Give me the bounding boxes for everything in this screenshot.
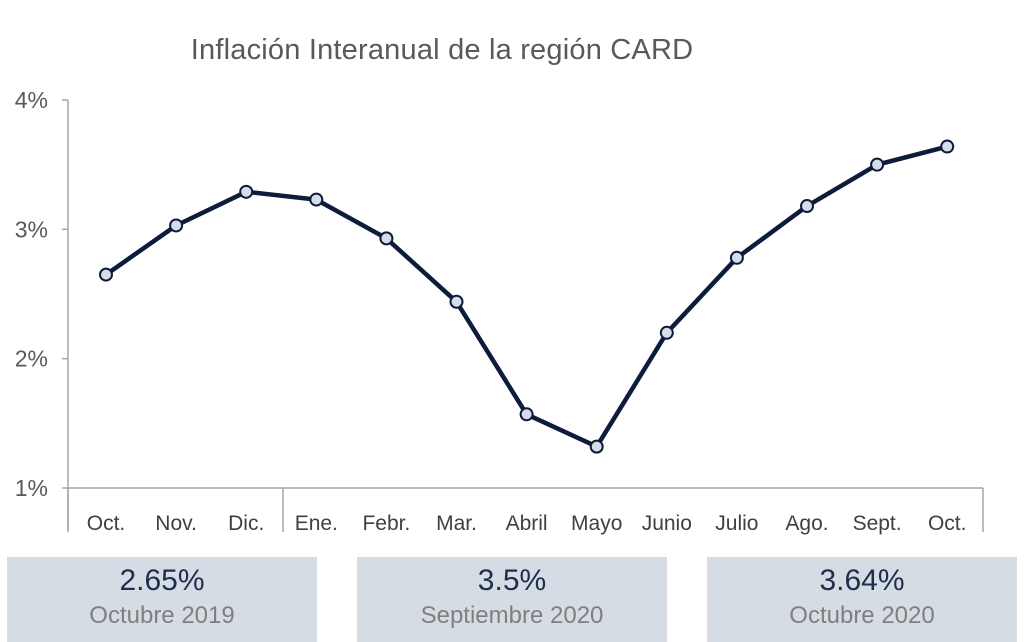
data-point: [239, 184, 254, 199]
data-point: [659, 325, 674, 340]
data-point: [99, 267, 113, 282]
stat-value: 2.65%: [119, 564, 205, 597]
stat-box-oct-2019: 2.65% Octubre 2019: [7, 557, 317, 642]
data-point: [870, 157, 885, 172]
stat-label: Septiembre 2020: [420, 602, 604, 629]
y-tick-label: 2%: [15, 346, 48, 372]
y-tick-label: 4%: [15, 87, 48, 113]
stat-box-oct-2020: 3.64% Octubre 2020: [707, 557, 1017, 642]
data-point: [309, 192, 324, 207]
y-tick-label: 1%: [15, 475, 48, 501]
data-points: [99, 139, 955, 454]
stat-label: Octubre 2020: [789, 602, 935, 629]
x-tick-label: Sept.: [853, 512, 902, 535]
series-line: [103, 144, 950, 449]
x-tick-label: Oct.: [928, 512, 967, 535]
data-point: [449, 294, 464, 309]
data-point: [589, 439, 604, 454]
data-point: [729, 250, 744, 265]
data-point: [940, 139, 955, 154]
axes: [67, 100, 984, 532]
x-axis-ticks: Oct. Nov. Dic. Ene. Febr. Mar. Abril Mayo Junio J…: [87, 512, 967, 535]
x-tick-label: Dic.: [228, 512, 264, 535]
stat-box-sep-2020: 3.5% Septiembre 2020: [357, 557, 667, 642]
data-point: [379, 231, 394, 246]
data-point: [169, 218, 184, 233]
x-tick-label: Julio: [715, 512, 758, 535]
data-point: [519, 407, 534, 422]
x-tick-label: Abril: [506, 512, 548, 535]
y-axis-ticks: 1% 2% 3% 4%: [15, 87, 68, 501]
stat-value: 3.5%: [477, 564, 547, 597]
x-tick-label: Mayo: [571, 512, 622, 535]
chart-title: Inflación Interanual de la región CARD: [190, 34, 694, 66]
stat-value: 3.64%: [819, 564, 905, 597]
x-tick-label: Ene.: [295, 512, 338, 535]
x-tick-label: Oct.: [87, 512, 126, 535]
x-tick-label: Nov.: [155, 512, 197, 535]
x-tick-label: Febr.: [362, 512, 410, 535]
x-tick-label: Ago.: [785, 512, 828, 535]
x-tick-label: Junio: [642, 512, 692, 535]
x-tick-label: Mar.: [436, 512, 477, 535]
y-tick-label: 3%: [15, 216, 48, 242]
data-point: [800, 199, 814, 214]
line-chart: 1% 2% 3% 4% Oct. Nov. Dic. Ene. Febr. Mar. Abril M…: [15, 87, 984, 535]
stat-label: Octubre 2019: [89, 602, 235, 629]
